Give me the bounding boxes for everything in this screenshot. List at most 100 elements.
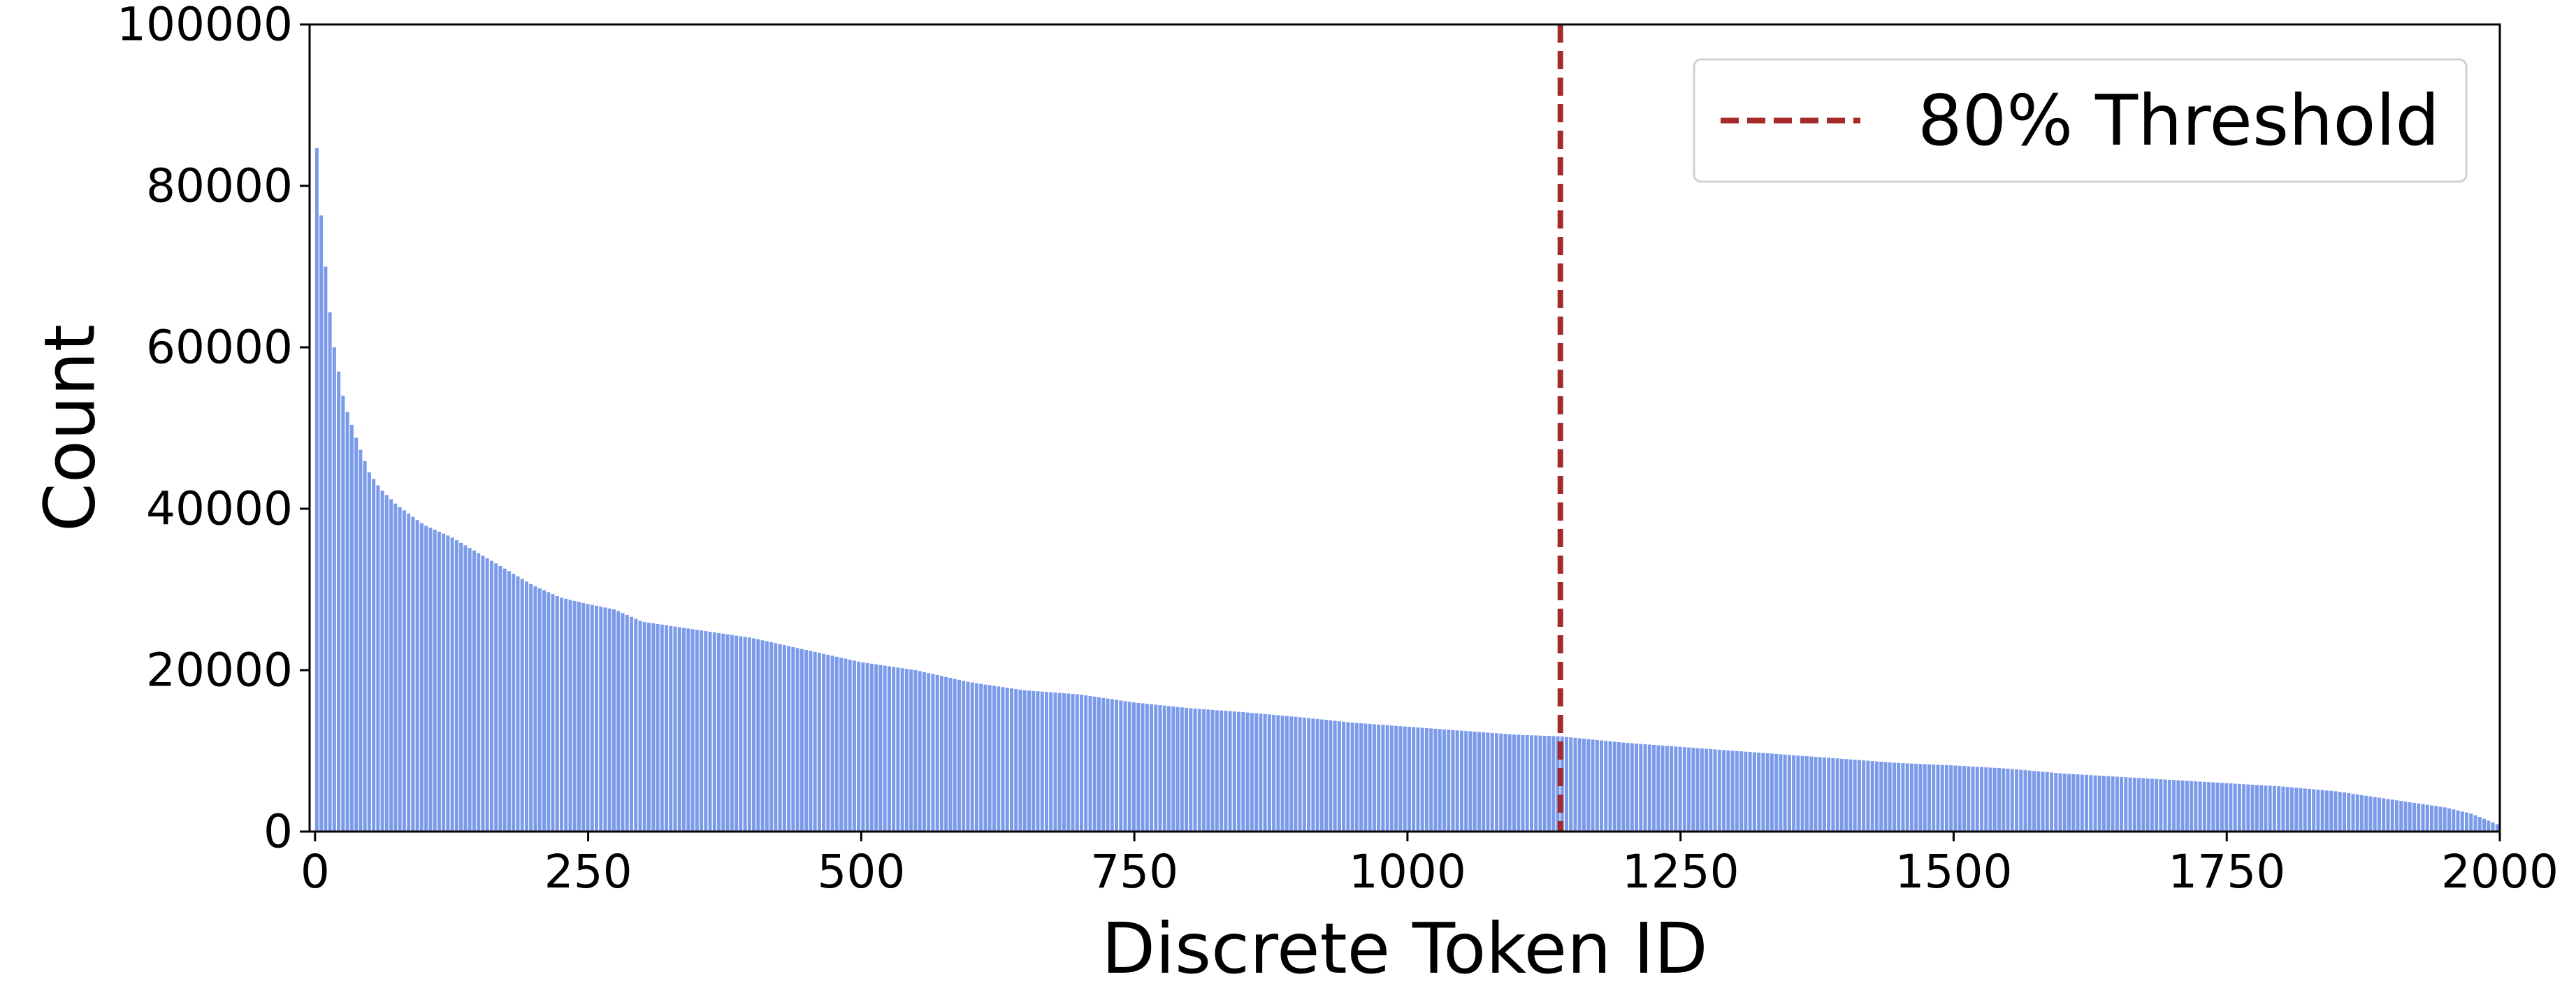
bar (1792, 755, 1796, 832)
bar (2190, 781, 2194, 832)
bar (957, 679, 961, 832)
bar (1962, 766, 1967, 832)
bar (1639, 744, 1643, 832)
bar (2233, 783, 2237, 832)
bar (1525, 734, 1529, 832)
bar (1459, 730, 1463, 832)
bar (1001, 687, 1005, 832)
bar (1944, 764, 1948, 832)
bar (1534, 735, 1538, 832)
bar (1075, 694, 1079, 832)
bar (2224, 783, 2229, 832)
bar (1224, 711, 1228, 832)
bar (1398, 726, 1403, 832)
y-tick-label: 80000 (146, 159, 293, 213)
bar (1167, 706, 1171, 832)
bar (887, 666, 891, 832)
bar (1180, 707, 1184, 832)
bar (756, 639, 760, 832)
bar (1503, 734, 1507, 832)
bar (2425, 804, 2429, 832)
bar (1770, 753, 1774, 832)
bar (1285, 716, 1289, 832)
bar (721, 633, 725, 832)
bar (2076, 774, 2080, 832)
bar (1433, 728, 1438, 832)
bar (2281, 786, 2285, 832)
bar (904, 669, 909, 832)
bar (625, 615, 629, 832)
bar (2163, 779, 2167, 832)
bar (1779, 754, 1783, 832)
bar (1106, 698, 1110, 832)
bar (1333, 720, 1337, 832)
bar (1315, 718, 1319, 832)
bar (2386, 799, 2390, 832)
bar (621, 613, 625, 832)
bar (1311, 718, 1315, 832)
bar (1232, 711, 1236, 832)
bar (1354, 723, 1359, 832)
bar (874, 664, 878, 832)
bar (1652, 744, 1656, 832)
bar (1695, 748, 1700, 832)
bar (979, 683, 983, 832)
bar (948, 678, 953, 832)
bar (433, 530, 437, 832)
bar (314, 148, 319, 832)
bar (502, 568, 507, 832)
bar (332, 347, 336, 832)
bar (1420, 727, 1424, 832)
bar (2320, 790, 2324, 832)
bar (1573, 737, 1577, 832)
bar (1206, 709, 1210, 832)
bar (2347, 793, 2351, 832)
bar (1267, 714, 1271, 832)
bar (1818, 757, 1822, 832)
bar (1643, 744, 1647, 832)
bar (700, 630, 704, 832)
bar (2359, 795, 2364, 832)
bar (2299, 788, 2303, 832)
bar (1215, 710, 1219, 832)
bar (612, 609, 616, 832)
bar (2106, 776, 2111, 832)
bar (590, 604, 594, 832)
bar (1193, 708, 1197, 832)
bar (1542, 735, 1547, 832)
x-tick-label: 2000 (2441, 845, 2559, 899)
bar (817, 653, 821, 832)
bar (1827, 758, 1831, 832)
bar (1848, 759, 1853, 832)
bar (572, 600, 577, 832)
bar (1521, 734, 1525, 832)
bar (1735, 751, 1739, 832)
bar (337, 371, 341, 832)
bar (1765, 753, 1770, 832)
bar (1158, 705, 1162, 832)
bar (411, 516, 415, 832)
bar (1416, 727, 1420, 832)
bar (2132, 777, 2136, 832)
bar (844, 658, 848, 832)
bar (1477, 732, 1481, 832)
bar (918, 671, 922, 832)
bar (1992, 767, 1997, 832)
bar (1468, 731, 1472, 832)
bar (1512, 734, 1517, 832)
bar (2456, 810, 2460, 832)
bar (1888, 762, 1892, 832)
bar (2146, 778, 2150, 832)
bar (2014, 769, 2019, 832)
bar (1490, 732, 1494, 832)
bar (962, 681, 966, 832)
bar (1438, 729, 1442, 832)
bar (1979, 767, 1984, 832)
bar (1346, 722, 1350, 832)
bar (2417, 803, 2421, 832)
legend: 80% Threshold (1693, 58, 2468, 183)
bar (760, 640, 765, 832)
bar (857, 661, 861, 832)
bar (324, 266, 328, 832)
